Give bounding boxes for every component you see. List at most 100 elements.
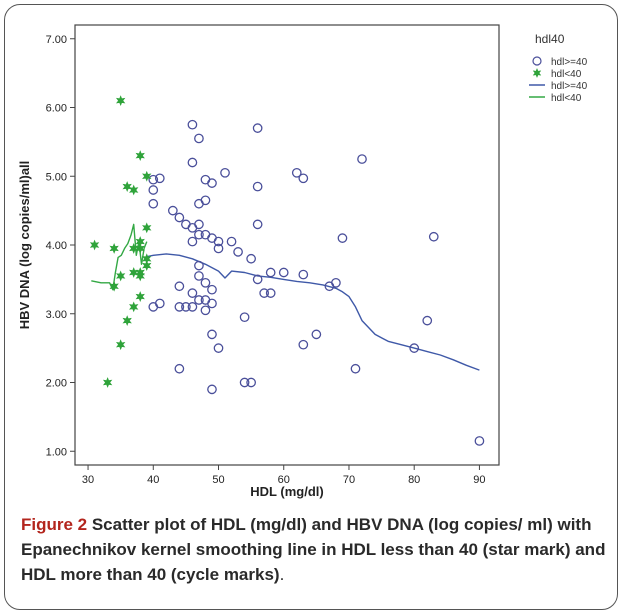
caption-end: . — [279, 565, 285, 584]
scatter-point-circle — [194, 133, 204, 144]
scatter-point-circle — [207, 178, 217, 188]
scatter-point-circle — [265, 288, 276, 298]
scatter-point-circle — [200, 195, 211, 206]
scatter-point-circle — [167, 205, 178, 216]
scatter-point-circle — [331, 277, 341, 288]
scatter-point-circle — [187, 302, 198, 312]
scatter-point-circle — [278, 267, 289, 278]
y-tick-label: 4.00 — [46, 240, 67, 252]
x-tick-label: 90 — [473, 474, 485, 486]
scatter-point-circle — [265, 267, 276, 278]
x-tick-label: 40 — [147, 474, 159, 486]
scatter-point-star — [142, 260, 152, 272]
figure-frame: 1.00 2.00 3.00 4.00 5.00 6.00 7.00 30 40 50 60 70 8… — [4, 4, 618, 610]
scatter-point-star — [109, 243, 119, 254]
scatter-point-star — [129, 301, 139, 313]
scatter-point-star — [135, 291, 145, 302]
caption-text: Scatter plot of HDL (mg/dl) and HBV DNA … — [21, 515, 606, 584]
x-tick-label: 30 — [82, 474, 94, 486]
scatter-point-star — [115, 95, 126, 107]
scatter-point-circle — [213, 343, 224, 353]
y-tick-label: 7.00 — [46, 34, 67, 46]
x-axis-label: HDL (mg/dl) — [250, 484, 323, 499]
x-axis: 30 40 50 60 70 80 90 — [82, 465, 486, 486]
scatter-point-circle — [246, 377, 256, 388]
scatter-point-circle — [298, 269, 309, 280]
scatter-point-circle — [337, 233, 348, 243]
y-axis: 1.00 2.00 3.00 4.00 5.00 6.00 7.00 — [46, 34, 75, 458]
scatter-point-circle — [200, 305, 211, 316]
scatter-point-circle — [213, 243, 224, 254]
scatter-point-circle — [174, 212, 185, 223]
scatter-point-circle — [213, 236, 224, 247]
scatter-point-circle — [252, 181, 263, 192]
scatter-point-circle — [259, 288, 270, 298]
scatter-point-circle — [252, 123, 263, 133]
scatter-point-star — [115, 270, 126, 282]
scatter-point-circle — [252, 219, 263, 230]
scatter-point-star — [122, 315, 132, 327]
scatter-point-circle — [174, 281, 185, 292]
scatter-point-circle — [174, 302, 185, 312]
scatter-point-circle — [311, 329, 322, 340]
scatter-point-circle — [194, 219, 204, 230]
scatter-point-circle — [200, 277, 211, 288]
legend-title: hdl40 — [535, 32, 565, 46]
scatter-point-star — [109, 280, 119, 292]
x-tick-label: 60 — [278, 474, 290, 486]
scatter-point-circle — [298, 339, 309, 350]
y-tick-label: 3.00 — [46, 309, 67, 321]
y-tick-label: 6.00 — [46, 103, 67, 115]
y-tick-label: 2.00 — [46, 378, 67, 390]
scatter-point-circle — [252, 274, 263, 285]
scatter-point-circle — [194, 260, 204, 271]
scatter-point-circle — [233, 247, 243, 257]
scatter-point-circle — [187, 288, 198, 298]
scatter-point-circle — [148, 185, 159, 195]
scatter-chart: 1.00 2.00 3.00 4.00 5.00 6.00 7.00 30 40 50 60 70 8… — [17, 24, 588, 499]
x-tick-label: 80 — [408, 474, 420, 486]
scatter-point-circle — [291, 167, 302, 178]
scatter-point-circle — [194, 271, 204, 281]
scatter-point-star — [115, 339, 126, 351]
scatter-point-star — [122, 181, 132, 192]
x-tick-label: 70 — [343, 474, 355, 486]
scatter-point-star — [102, 377, 113, 388]
scatter-point-circle — [187, 119, 198, 130]
scatter-point-star — [142, 222, 152, 234]
legend-marker-circle — [532, 56, 542, 66]
scatter-point-circle — [422, 315, 433, 326]
scatter-point-circle — [226, 236, 237, 247]
scatter-point-circle — [148, 198, 159, 209]
y-tick-label: 5.00 — [46, 171, 67, 183]
legend-entry-label: hdl<40 — [551, 69, 582, 80]
scatter-point-circle — [187, 157, 198, 168]
scatter-point-circle — [350, 363, 361, 374]
scatter-point-circle — [298, 173, 309, 184]
figure-caption: Figure 2 Scatter plot of HDL (mg/dl) and… — [21, 512, 617, 587]
scatter-point-circle — [187, 236, 198, 247]
scatter-point-circle — [239, 377, 250, 388]
legend-entry-label: hdl>=40 — [551, 57, 588, 68]
scatter-point-circle — [474, 436, 485, 446]
legend-entry-label: hdl>=40 — [551, 81, 588, 92]
y-axis-label: HBV DNA (log copies/ml)all — [17, 161, 32, 330]
scatter-point-star — [135, 270, 145, 282]
scatter-point-star — [142, 170, 152, 182]
scatter-point-circle — [194, 229, 204, 240]
scatter-point-circle — [409, 343, 420, 353]
scatter-point-circle — [207, 284, 217, 295]
x-tick-label: 50 — [212, 474, 224, 486]
scatter-point-circle — [207, 384, 217, 395]
legend-marker-star — [532, 67, 542, 79]
scatter-point-circle — [357, 154, 367, 164]
scatter-point-circle — [239, 312, 250, 323]
scatter-point-circle — [194, 295, 204, 305]
scatter-point-star — [135, 150, 145, 162]
scatter-point-star — [129, 184, 139, 196]
scatter-point-circle — [154, 298, 165, 309]
scatter-points — [89, 95, 485, 446]
scatter-point-star — [135, 243, 145, 254]
scatter-point-circle — [174, 363, 185, 374]
